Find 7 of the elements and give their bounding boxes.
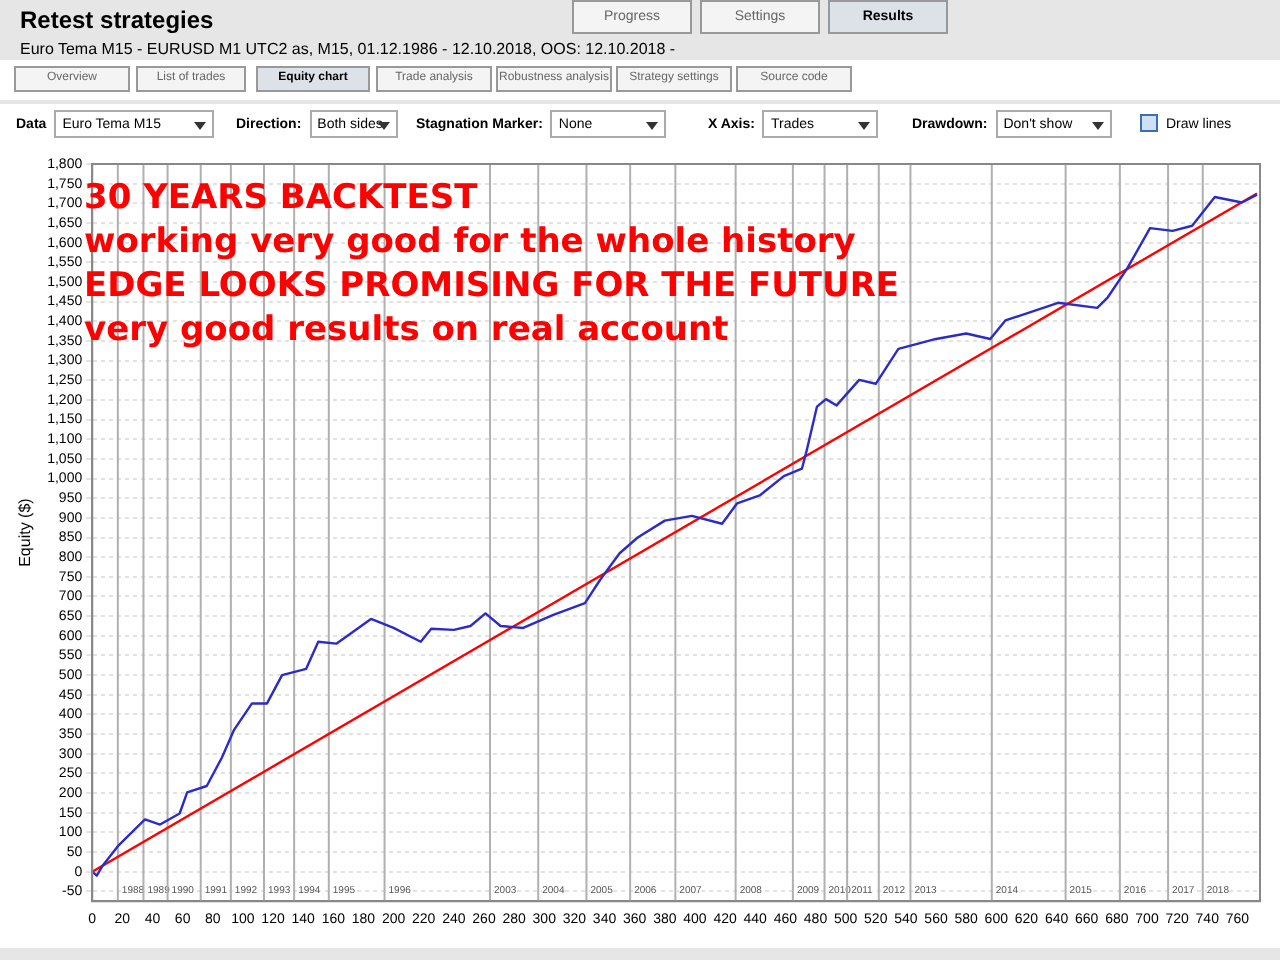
chart-title: Retest strategies [20,6,214,34]
chart-subtitle: Euro Tema M15 - EURUSD M1 UTC2 as, M15, 01.12.1986 - 12.10.2018, OOS: 12.10.2018 - [20,40,676,58]
annotation: EDGE LOOKS PROMISING FOR THE FUTURE [84,264,900,308]
annotation: working very good for the whole history [84,220,858,264]
annotation: 30 YEARS BACKTEST [84,176,480,220]
annotation: very good results on real account [84,308,731,352]
y-axis-title: Equity ($) [16,497,35,567]
